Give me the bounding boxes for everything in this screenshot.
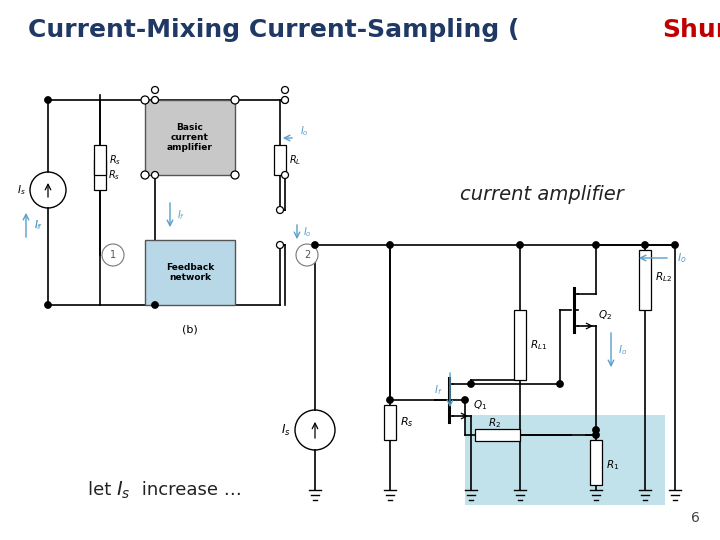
- Circle shape: [462, 396, 469, 403]
- Circle shape: [231, 96, 239, 104]
- Circle shape: [282, 86, 289, 93]
- Bar: [94, 160, 106, 190]
- Circle shape: [672, 241, 678, 248]
- Circle shape: [282, 172, 289, 179]
- Text: (b): (b): [182, 325, 198, 335]
- Circle shape: [312, 241, 318, 248]
- Text: $R_s$: $R_s$: [109, 153, 121, 167]
- Circle shape: [151, 301, 158, 308]
- Text: $R_{L2}$: $R_{L2}$: [655, 271, 672, 285]
- Text: $I_o$: $I_o$: [677, 251, 687, 265]
- Text: $I_o$: $I_o$: [618, 343, 627, 357]
- Text: $I_s$: $I_s$: [116, 480, 130, 501]
- Circle shape: [516, 241, 523, 248]
- Bar: [514, 310, 526, 380]
- Text: $I_f$: $I_f$: [177, 208, 185, 222]
- Bar: [590, 440, 602, 485]
- Text: increase …: increase …: [136, 481, 242, 499]
- Circle shape: [387, 241, 394, 248]
- Text: current amplifier: current amplifier: [460, 186, 624, 205]
- Circle shape: [593, 427, 600, 434]
- Text: $I_f$: $I_f$: [434, 383, 443, 397]
- Text: $R_2$: $R_2$: [488, 416, 502, 430]
- Circle shape: [282, 97, 289, 104]
- Circle shape: [593, 241, 600, 248]
- Circle shape: [151, 86, 158, 93]
- Text: $I_s$: $I_s$: [17, 183, 26, 197]
- Circle shape: [276, 206, 284, 213]
- Text: 2: 2: [304, 250, 310, 260]
- Text: $R_s$: $R_s$: [108, 168, 120, 182]
- Text: $R_{L1}$: $R_{L1}$: [530, 338, 547, 352]
- Circle shape: [151, 172, 158, 179]
- Text: $I_f$: $I_f$: [34, 218, 42, 232]
- Bar: [145, 240, 235, 305]
- Text: 1: 1: [110, 250, 116, 260]
- Text: $Q_2$: $Q_2$: [598, 308, 612, 322]
- Circle shape: [282, 97, 289, 104]
- Text: Feedback
network: Feedback network: [166, 263, 214, 282]
- Circle shape: [45, 97, 52, 104]
- Text: $R_1$: $R_1$: [606, 458, 619, 472]
- Circle shape: [593, 431, 600, 438]
- Circle shape: [467, 381, 474, 388]
- Circle shape: [276, 241, 284, 248]
- Text: Basic
current
amplifier: Basic current amplifier: [167, 123, 213, 152]
- Text: Current-Mixing Current-Sampling (: Current-Mixing Current-Sampling (: [28, 18, 519, 42]
- Bar: [94, 145, 106, 175]
- Text: 6: 6: [691, 511, 700, 525]
- Bar: [465, 415, 665, 505]
- Text: $I_o$: $I_o$: [300, 124, 309, 138]
- Circle shape: [102, 244, 124, 266]
- Text: $Q_1$: $Q_1$: [473, 398, 487, 412]
- Circle shape: [151, 97, 158, 104]
- Text: $I_o$: $I_o$: [303, 225, 312, 239]
- Text: $I_s$: $I_s$: [282, 422, 291, 437]
- Circle shape: [387, 396, 394, 403]
- Circle shape: [296, 244, 318, 266]
- Bar: [475, 429, 520, 441]
- Circle shape: [141, 96, 149, 104]
- Text: $R_L$: $R_L$: [289, 153, 301, 167]
- Circle shape: [557, 381, 564, 388]
- Circle shape: [642, 241, 649, 248]
- Bar: [639, 250, 651, 310]
- Circle shape: [231, 171, 239, 179]
- Circle shape: [151, 97, 158, 104]
- Bar: [384, 405, 396, 440]
- Text: $I_f$: $I_f$: [34, 218, 42, 232]
- Bar: [274, 145, 286, 175]
- Bar: [145, 100, 235, 175]
- Circle shape: [141, 171, 149, 179]
- Text: Shunt–Series: Shunt–Series: [662, 18, 720, 42]
- Text: let: let: [88, 481, 117, 499]
- Text: $R_s$: $R_s$: [400, 415, 413, 429]
- Circle shape: [45, 301, 52, 308]
